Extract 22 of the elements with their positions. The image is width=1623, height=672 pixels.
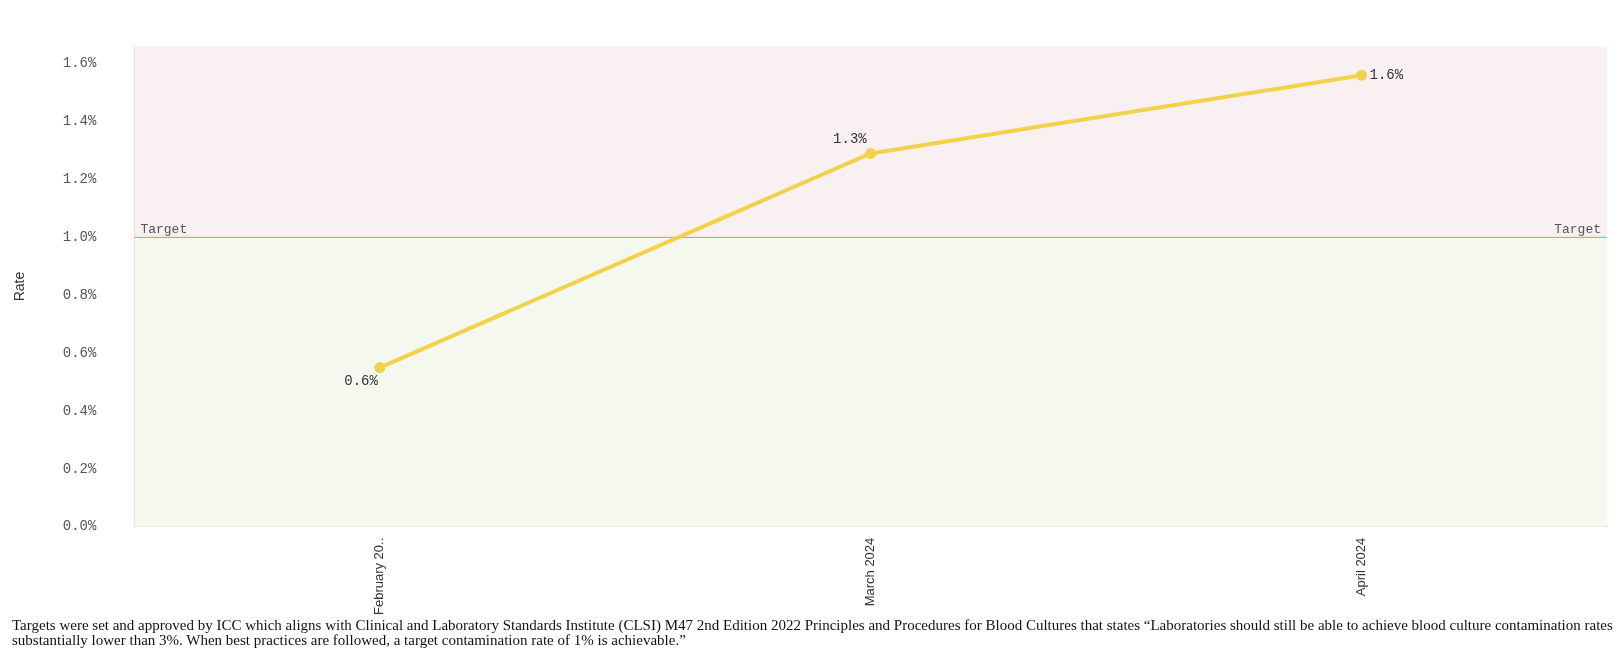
point (1356, 69, 1368, 81)
y-tick-label: 1.0% (62, 229, 97, 246)
y-tick-label: 0.8% (62, 286, 97, 303)
y-tick-label: 0.0% (62, 518, 97, 535)
y-tick-label: 1.4% (62, 113, 97, 130)
x-tick-label: February 20.. (371, 537, 387, 616)
data-label: 1.6% (1369, 67, 1404, 84)
y-tick-label: 0.6% (62, 344, 97, 361)
y-tick-label: 1.2% (62, 171, 97, 188)
y-tick-label: 1.6% (62, 55, 97, 72)
text: Targets were set and approved by ICC which aligns with Clinical and Laboratory Standards Institute (CLSI) M47 2nd Edition 2022 Principles and Procedures for Blood Cultures that states “Laboratories should still be able to achieve blood culture contamination rates substantially lower than 3%. When best practices are followed, a target contamination rate of 1% is achievable.” (11, 617, 1614, 648)
text: Target (1554, 222, 1601, 238)
y-axis-title: Rate (11, 271, 28, 302)
data-label: 0.6% (344, 373, 379, 390)
point (865, 147, 877, 159)
y-tick-label: 0.4% (62, 402, 97, 419)
x-tick-label: March 2024 (862, 537, 878, 607)
y-tick-label: 0.2% (62, 460, 97, 477)
data-label: 1.3% (833, 131, 868, 148)
point (374, 362, 386, 374)
ref-line-label: Target (140, 222, 188, 238)
x-tick-label: April 2024 (1353, 537, 1369, 597)
